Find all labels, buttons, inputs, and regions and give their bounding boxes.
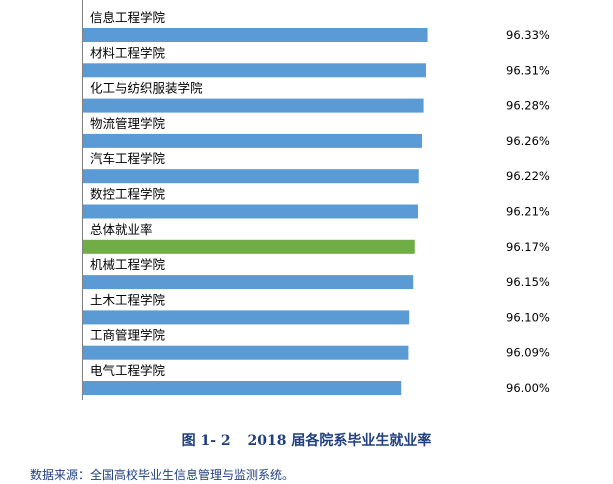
category-label: 汽车工程学院 (90, 151, 166, 166)
bar (82, 204, 418, 219)
category-label: 机械工程学院 (90, 257, 166, 272)
bar (82, 28, 428, 42)
bar (82, 275, 414, 290)
category-label: 工商管理学院 (90, 328, 166, 343)
category-label: 信息工程学院 (90, 10, 166, 25)
value-label: 96.26% (506, 134, 550, 148)
value-label: 96.22% (506, 169, 550, 183)
bar-chart: 信息工程学院 96.33% 材料工程学院 96.31% 化工与纺织服装学院 96.28% 物… (82, 0, 550, 400)
category-label: 电气工程学院 (90, 363, 166, 378)
chart-area: 信息工程学院 96.33% 材料工程学院 96.31% 化工与纺织服装学院 96.28% 物… (82, 0, 550, 400)
bar (82, 63, 426, 78)
bar (82, 345, 409, 360)
bar (82, 98, 424, 113)
data-source-note: 数据来源：全国高校毕业生信息管理与监测系统。 (30, 468, 295, 482)
category-label: 总体就业率 (90, 222, 153, 237)
category-label: 数控工程学院 (90, 187, 166, 202)
value-label: 96.00% (506, 381, 550, 395)
value-label: 96.15% (506, 275, 550, 289)
category-label: 化工与纺织服装学院 (90, 81, 203, 96)
bar (82, 381, 402, 395)
bar (82, 133, 422, 148)
category-label: 材料工程学院 (90, 45, 166, 60)
value-label: 96.28% (506, 99, 550, 113)
figure-number: 图 1- 2 (181, 433, 231, 449)
figure-title: 2018 届各院系毕业生就业率 (247, 433, 432, 449)
value-label: 96.17% (506, 240, 550, 254)
figure-caption: 图 1- 2 2018 届各院系毕业生就业率 (0, 430, 613, 450)
value-label: 96.09% (506, 346, 550, 360)
category-label: 物流管理学院 (90, 116, 166, 131)
value-label: 96.10% (506, 310, 550, 324)
value-label: 96.31% (506, 63, 550, 77)
value-label: 96.33% (506, 28, 550, 42)
bar (82, 310, 410, 325)
bar (82, 169, 419, 184)
value-label: 96.21% (506, 205, 550, 219)
category-label: 土木工程学院 (90, 292, 166, 307)
bar-highlight (82, 239, 415, 254)
